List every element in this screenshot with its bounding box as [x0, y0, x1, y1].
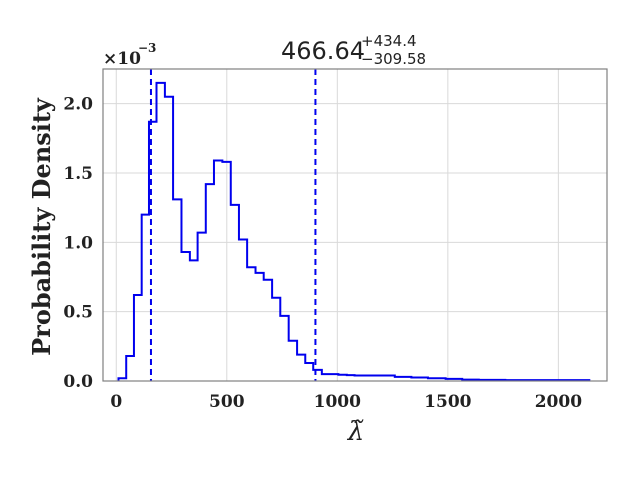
title-lower-error: −309.58 — [361, 50, 426, 68]
y-tick-label: 1.5 — [63, 164, 93, 184]
y-tick-label: 0.0 — [63, 372, 93, 392]
plot-area — [117, 69, 591, 382]
histogram-step-line — [117, 81, 591, 382]
y-multiplier-exponent: −3 — [138, 41, 156, 55]
y-multiplier-base: ×10 — [103, 49, 141, 69]
x-tick-label: 500 — [209, 392, 245, 412]
y-tick-label: 2.0 — [63, 95, 93, 115]
title-median: 466.64 — [281, 37, 365, 65]
axis-ticks: 0 500 1000 1500 2000 0.0 0.5 1.0 1.5 2.0 — [63, 95, 582, 412]
x-tick-label: 0 — [110, 392, 122, 412]
title-upper-error: +434.4 — [361, 32, 417, 50]
y-tick-label: 1.0 — [63, 233, 93, 253]
y-axis-label: Probability Density — [27, 97, 56, 356]
x-tick-label: 1000 — [314, 392, 361, 412]
y-tick-label: 0.5 — [63, 303, 93, 323]
x-axis-label: λ̃ — [347, 417, 364, 447]
x-tick-label: 2000 — [535, 392, 582, 412]
chart-title: 466.64 — [281, 37, 365, 65]
plot-frame — [102, 68, 608, 382]
grid — [103, 69, 607, 382]
x-tick-label: 1500 — [424, 392, 471, 412]
